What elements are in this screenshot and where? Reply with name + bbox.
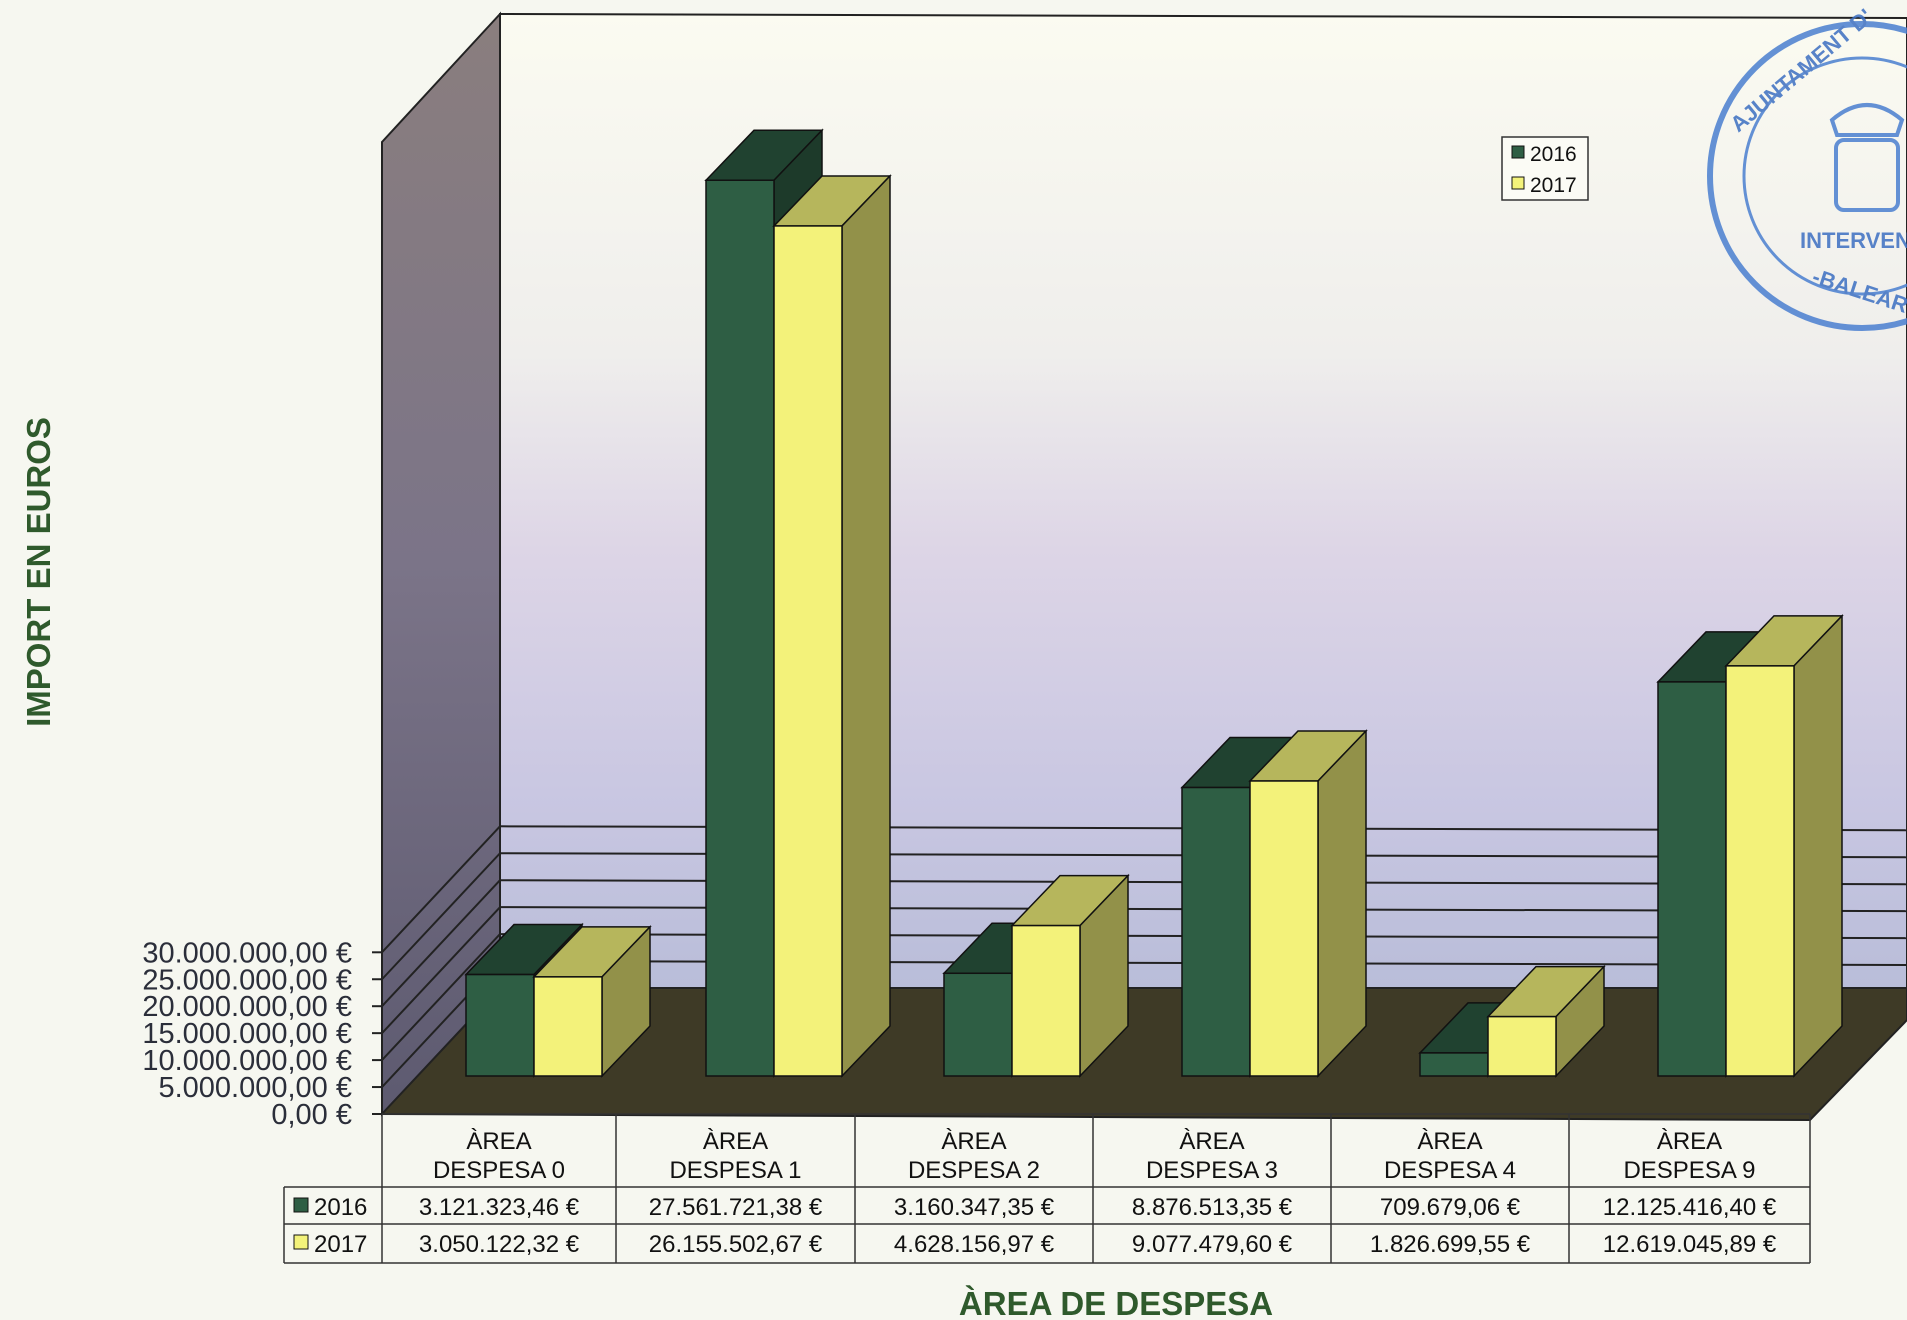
bar-front [1249,780,1319,1077]
x-tick-label: DESPESA 1 [669,1157,801,1184]
x-tick-label: ÀREA [941,1128,1006,1155]
data-label: 12.619.045,89 € [1603,1231,1777,1258]
data-label: 4.628.156,97 € [894,1231,1055,1258]
gridline-side [381,825,501,953]
bar-front [465,973,535,1077]
bar-2017-0 [532,925,652,1078]
bar-front [1011,924,1081,1077]
bar-front [1487,1015,1557,1077]
data-label: 1.826.699,55 € [1370,1231,1531,1258]
bar-2017-4 [1486,964,1606,1078]
table-swatch-2017 [293,1234,309,1250]
bar-side [1317,729,1367,1078]
data-label: 3.050.122,32 € [419,1231,580,1258]
bar-2017-5 [1724,614,1844,1078]
y-axis-title: IMPORT EN EUROS [20,417,57,727]
table-series-label: 2017 [314,1231,367,1258]
bar-2017-3 [1248,729,1368,1078]
svg-text:INTERVEN: INTERVEN [1800,228,1907,253]
gridline-side [381,852,501,980]
x-tick-label: ÀREA [1179,1128,1244,1155]
legend-label-2016: 2016 [1530,143,1577,166]
bar-front [1725,665,1795,1077]
table-series-label: 2016 [314,1194,367,1221]
x-tick-label: DESPESA 3 [1146,1157,1278,1184]
y-tick-label: 10.000.000,00 € [142,1045,352,1077]
data-label: 3.160.347,35 € [894,1194,1055,1221]
bar-2017-2 [1010,873,1130,1078]
x-axis-title: ÀREA DE DESPESA [959,1285,1273,1320]
bar-front [943,972,1013,1077]
x-tick-label: ÀREA [466,1128,531,1155]
x-tick-label: ÀREA [703,1128,768,1155]
bar-front [773,225,843,1077]
data-label: 3.121.323,46 € [419,1194,580,1221]
y-tick-label: 25.000.000,00 € [142,964,352,996]
data-label: 709.679,06 € [1380,1194,1521,1221]
legend-label-2017: 2017 [1530,174,1577,197]
gridline-side [381,879,501,1007]
x-tick-label: ÀREA [1657,1128,1722,1155]
bar-front [533,976,603,1077]
crest-icon [1829,103,1905,212]
gridline-side [381,933,501,1061]
chart-side-wall [381,11,501,1117]
data-label: 8.876.513,35 € [1132,1194,1293,1221]
gridline-side [381,906,501,1034]
y-tick-label: 30.000.000,00 € [142,937,352,969]
y-tick-label: 20.000.000,00 € [142,991,352,1023]
bar-2017-1 [772,174,892,1078]
data-label: 9.077.479,60 € [1132,1231,1293,1258]
bar-front [1657,681,1727,1077]
data-label: 12.125.416,40 € [1603,1194,1777,1221]
x-tick-label: ÀREA [1417,1128,1482,1155]
legend-swatch-2017 [1511,176,1525,190]
bar-front [1419,1052,1489,1077]
data-label: 26.155.502,67 € [649,1231,823,1258]
bar-front [705,179,775,1077]
x-tick-label: DESPESA 2 [908,1157,1040,1184]
legend: 2016 2017 [1501,136,1589,201]
data-label: 27.561.721,38 € [649,1194,823,1221]
y-tick-label: 0,00 € [271,1099,352,1131]
bar-front [1181,786,1251,1077]
table-swatch-2016 [293,1197,309,1213]
y-tick-label: 15.000.000,00 € [142,1018,352,1050]
x-tick-label: DESPESA 4 [1384,1157,1516,1184]
bar-side [841,174,891,1078]
x-tick-label: DESPESA 0 [433,1157,565,1184]
y-tick-label: 5.000.000,00 € [158,1072,352,1104]
bar-side [1793,614,1843,1078]
legend-swatch-2016 [1511,145,1525,159]
x-tick-label: DESPESA 9 [1623,1157,1755,1184]
